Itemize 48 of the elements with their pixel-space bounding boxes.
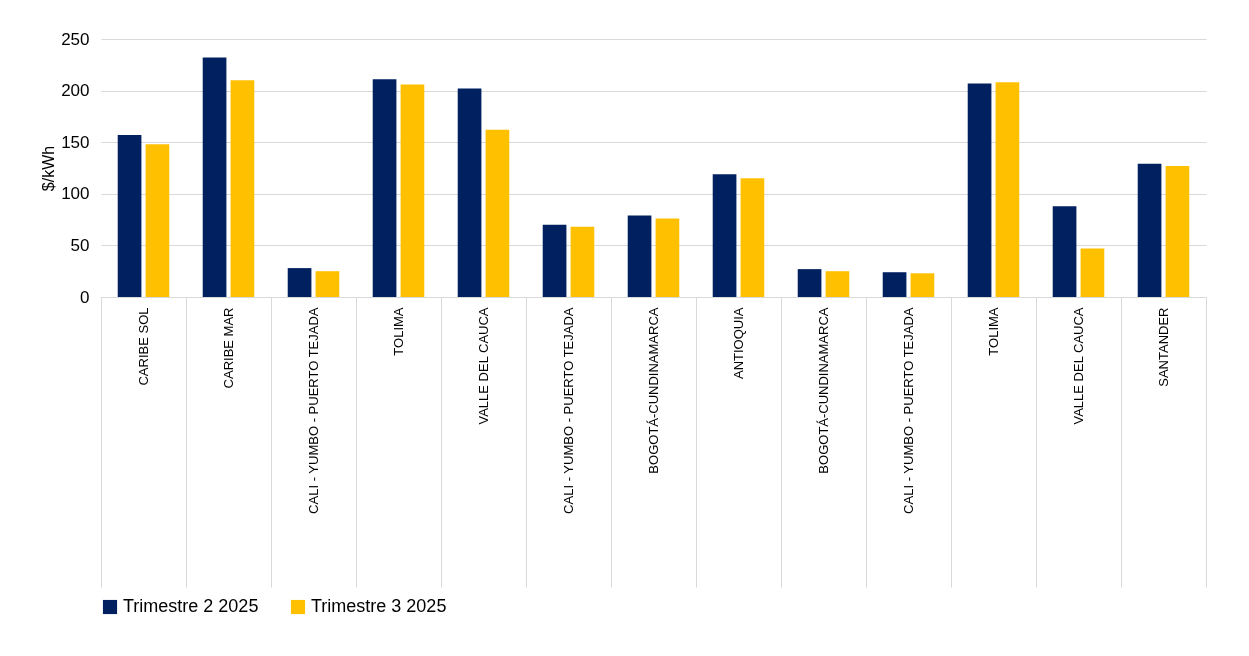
- bar: [740, 178, 765, 297]
- x-tick-label: BOGOTÁ-CUNDINAMARCA: [816, 307, 831, 474]
- bar: [1137, 163, 1162, 297]
- y-tick-label: 200: [61, 81, 90, 101]
- bar: [117, 134, 142, 297]
- x-tick-label: BOGOTÁ-CUNDINAMARCA: [646, 307, 661, 474]
- bar: [287, 268, 312, 297]
- x-tick-label: VALLE DEL CAUCA: [476, 307, 491, 425]
- bar: [230, 80, 255, 297]
- bar: [967, 83, 992, 297]
- bar: [570, 226, 595, 297]
- legend-label: Trimestre 3 2025: [311, 596, 447, 616]
- bar: [1080, 248, 1105, 297]
- x-tick-label: SANTANDER: [1156, 307, 1171, 387]
- bar: [627, 215, 652, 297]
- bar: [457, 88, 482, 297]
- y-tick-label: 150: [61, 132, 90, 152]
- y-tick-label: 100: [61, 184, 90, 204]
- bar: [1052, 206, 1077, 297]
- bar: [400, 84, 425, 297]
- y-tick-label: 50: [70, 235, 90, 255]
- bar: [797, 269, 822, 297]
- bar: [882, 272, 907, 297]
- bar: [825, 271, 850, 297]
- bar: [542, 224, 567, 297]
- bar: [995, 82, 1020, 297]
- y-axis-title: $/kWh: [40, 145, 58, 192]
- x-tick-label: CALI - YUMBO - PUERTO TEJADA: [306, 307, 321, 514]
- bar: [485, 129, 510, 297]
- bar: [1165, 165, 1190, 297]
- x-tick-label: CARIBE SOL: [136, 307, 151, 386]
- x-tick-label: TOLIMA: [391, 307, 406, 356]
- x-tick-label: CALI - YUMBO - PUERTO TEJADA: [561, 307, 576, 514]
- x-tick-label: TOLIMA: [986, 307, 1001, 356]
- legend-label: Trimestre 2 2025: [123, 596, 259, 616]
- y-tick-label: 0: [80, 287, 90, 307]
- bar: [372, 79, 397, 297]
- y-tick-label: 250: [61, 29, 90, 49]
- bar: [910, 273, 935, 297]
- x-tick-label: ANTIOQUIA: [731, 307, 746, 380]
- x-tick-label: CARIBE MAR: [221, 307, 236, 389]
- bar: [712, 174, 737, 297]
- bar: [145, 144, 170, 297]
- x-tick-label: CALI - YUMBO - PUERTO TEJADA: [901, 307, 916, 514]
- bar: [655, 218, 680, 297]
- bar: [315, 271, 340, 297]
- bar: [202, 57, 227, 297]
- x-tick-label: VALLE DEL CAUCA: [1071, 307, 1086, 425]
